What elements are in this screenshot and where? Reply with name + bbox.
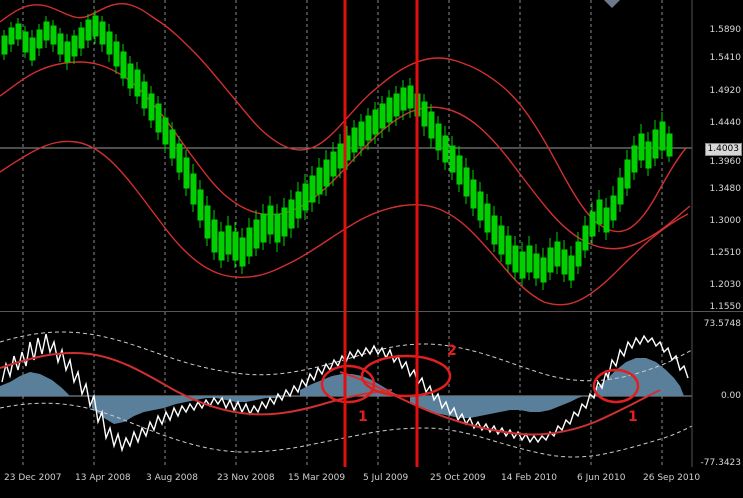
annotation-label-1b: 1 [628, 409, 638, 425]
price-axis-labels: 1.5890 1.5410 1.4920 1.4440 1.3960 1.348… [695, 0, 743, 312]
x-tick-label: 26 Sep 2010 [643, 473, 701, 483]
oscillator-histogram [0, 358, 684, 424]
price-tick-label: 1.2030 [709, 280, 742, 290]
oscillator-panel: 1 2 1 73.5748 0.00 -77.3423 [0, 312, 743, 468]
bollinger-upper-band [0, 2, 687, 233]
price-tick-label: 1.3000 [709, 216, 742, 226]
annotation-circle-1b [592, 368, 640, 404]
oscillator-trend-line-1 [0, 351, 393, 416]
oscillator-grid-vertical [22, 312, 663, 467]
price-tick-label: 1.2510 [709, 248, 742, 258]
price-tick-label: 1.1550 [709, 302, 742, 312]
x-tick-label: 25 Oct 2009 [430, 473, 486, 483]
price-tick-label: 1.3480 [709, 184, 742, 194]
oscillator-svg [0, 312, 743, 467]
price-chart-svg [0, 0, 693, 311]
oscillator-axis-labels: 73.5748 0.00 -77.3423 [695, 312, 743, 468]
oscillator-envelope-lower [0, 402, 693, 458]
x-tick-label: 14 Feb 2010 [501, 473, 558, 483]
annotation-label-2: 2 [447, 343, 457, 359]
price-tick-label: 1.5410 [709, 53, 742, 63]
x-tick-label: 23 Dec 2007 [4, 473, 62, 483]
annotation-label-1a: 1 [358, 409, 368, 425]
panel-divider [0, 311, 743, 312]
annotation-circle-1a [320, 364, 376, 404]
price-tick-label: 1.5890 [709, 25, 742, 35]
price-tick-label: 1.4440 [709, 118, 742, 128]
oscillator-tick-label: -77.3423 [700, 458, 741, 468]
x-tick-label: 3 Aug 2008 [146, 473, 198, 483]
x-tick-label: 23 Nov 2008 [217, 473, 275, 483]
x-tick-label: 13 Apr 2008 [75, 473, 131, 483]
candlestick-series [1, 10, 673, 290]
x-tick-label: 5 Jul 2009 [363, 473, 409, 483]
price-tick-label: 1.3960 [709, 157, 742, 167]
time-axis: 23 Dec 2007 13 Apr 2008 3 Aug 2008 23 No… [0, 467, 743, 498]
oscillator-zero-label: 0.00 [720, 391, 741, 401]
price-tick-label: 1.4920 [709, 86, 742, 96]
x-tick-label: 6 Jun 2010 [577, 473, 626, 483]
oscillator-tick-label: 73.5748 [703, 319, 741, 329]
annotation-circle-2 [360, 354, 452, 398]
chart-arrow-icon [604, 0, 620, 8]
current-price-tag: 1.4003 [704, 143, 742, 156]
x-tick-label: 15 Mar 2009 [288, 473, 346, 483]
price-chart-panel: 1.5890 1.5410 1.4920 1.4440 1.3960 1.348… [0, 0, 743, 312]
